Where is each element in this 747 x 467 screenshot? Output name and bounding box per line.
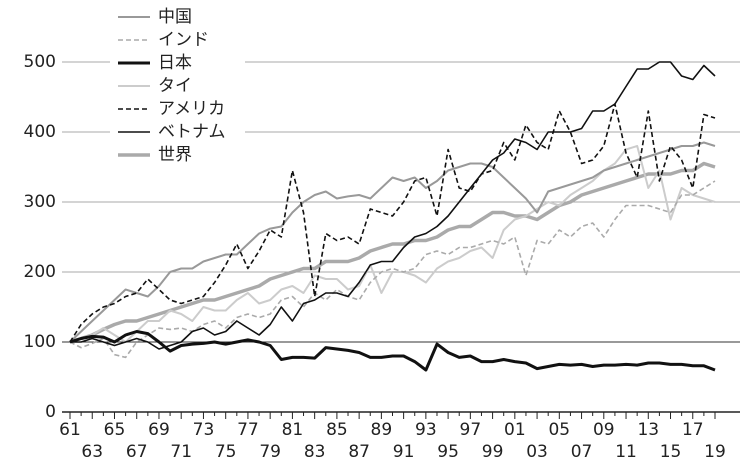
- x-tick-label: 13: [637, 420, 659, 440]
- x-tick-label: 89: [371, 420, 393, 440]
- x-tick-label: 01: [504, 420, 526, 440]
- x-tick-label: 93: [415, 420, 437, 440]
- x-tick-label: 11: [615, 442, 637, 462]
- x-tick-label: 69: [148, 420, 170, 440]
- x-tick-label: 87: [348, 442, 370, 462]
- x-tick-label: 03: [526, 442, 548, 462]
- x-tick-label: 73: [193, 420, 215, 440]
- legend-label: 日本: [158, 53, 192, 73]
- x-tick-label: 75: [215, 442, 237, 462]
- x-tick-label: 67: [126, 442, 148, 462]
- x-tick-label: 83: [304, 442, 326, 462]
- x-tick-label: 71: [170, 442, 192, 462]
- x-tick-label: 91: [393, 442, 415, 462]
- x-tick-label: 09: [593, 420, 615, 440]
- y-tick-label: 300: [24, 192, 56, 212]
- series-line: [69, 103, 716, 343]
- x-tick-label: 61: [59, 420, 81, 440]
- series-line: [69, 145, 716, 343]
- series-line: [69, 161, 716, 344]
- x-tick-label: 99: [482, 442, 504, 462]
- x-tick-label: 15: [660, 442, 682, 462]
- y-tick-label: 400: [24, 122, 56, 142]
- x-tick-label: 07: [571, 442, 593, 462]
- legend-label: 中国: [158, 7, 192, 27]
- legend-label: インド: [158, 30, 209, 50]
- x-tick-label: 79: [259, 442, 281, 462]
- x-tick-label: 17: [682, 420, 704, 440]
- legend-label: 世界: [158, 145, 192, 165]
- legend-label: アメリカ: [158, 99, 225, 119]
- y-tick-label: 200: [24, 262, 56, 282]
- x-tick-label: 63: [81, 442, 103, 462]
- y-tick-label: 0: [45, 402, 56, 422]
- x-tick-label: 65: [104, 420, 126, 440]
- series-line: [70, 61, 716, 350]
- x-tick-label: 97: [460, 420, 482, 440]
- x-tick-label: 81: [282, 420, 304, 440]
- series-line: [69, 180, 716, 359]
- legend-label: ベトナム: [158, 122, 226, 142]
- x-tick-label: 05: [548, 420, 570, 440]
- x-tick-label: 85: [326, 420, 348, 440]
- series-line: [69, 141, 716, 343]
- x-tick-label: 19: [704, 442, 726, 462]
- y-tick-label: 500: [24, 52, 56, 72]
- y-tick-label: 100: [24, 332, 56, 352]
- x-tick-label: 95: [437, 442, 459, 462]
- legend-label: タイ: [158, 76, 192, 96]
- series-line: [69, 330, 716, 372]
- legend-background: [110, 4, 245, 180]
- x-tick-label: 77: [237, 420, 259, 440]
